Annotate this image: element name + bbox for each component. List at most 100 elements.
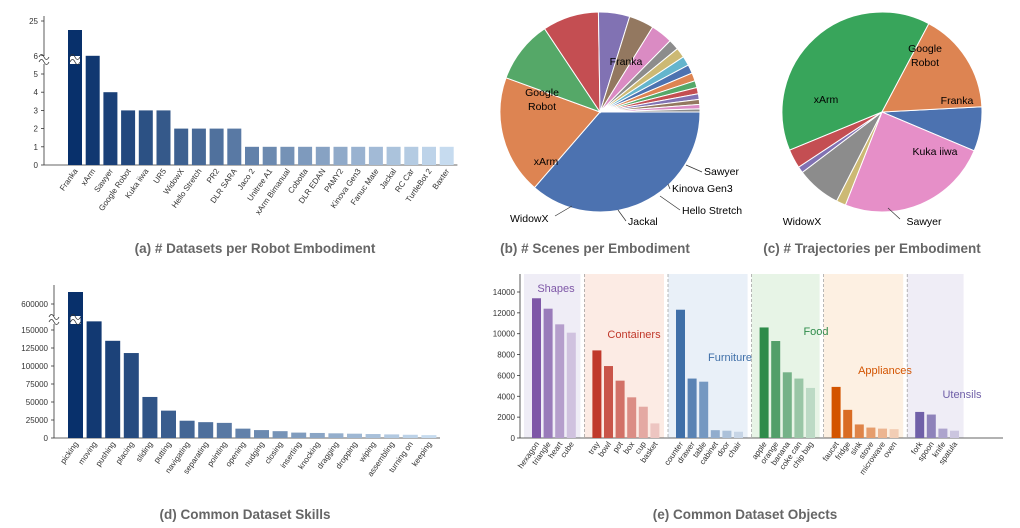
bar-a-xarm-bimanual [280,146,295,165]
group-label-utensils: Utensils [942,389,982,401]
bar-e-coke-can [794,378,804,438]
y-tick-e: 14000 [493,288,516,297]
slice-google-robot [499,77,601,189]
bar-d-moving [86,321,102,438]
bar-d-opening [235,428,251,438]
bar-e-cup [638,406,648,438]
bar-e-stove [866,427,876,438]
bar-e-basket [650,423,660,438]
bar-e-faucet [831,386,841,438]
label-google-robot: Google [908,43,942,55]
label-franka: Franka [610,56,643,68]
slice-google-robot [881,22,983,113]
y-tick-a: 5 [34,70,39,79]
bar-e-chair [734,431,743,438]
chart-scenes-per-embodiment: Franka Google Robot xArm WidowX Jackal Hello S… [499,11,742,228]
bar-d-knocking [309,432,325,438]
y-tick-e: 2000 [497,413,515,422]
bar-a-ur5 [156,110,171,165]
label-hello-stretch: Hello Stretch [682,205,742,217]
bar-d-picking [68,292,83,438]
bar-e-fridge [843,409,853,438]
x-tick-a: UR5 [152,167,169,186]
label-kinova-gen3: Kinova Gen3 [672,183,733,195]
bar-a-pamy2 [333,146,348,165]
bar-d-separating [198,422,214,438]
bar-e-sink [854,424,864,438]
y-tick-a: 0 [34,161,39,170]
y-tick-d: 100000 [21,362,48,371]
slice-franka [533,111,701,213]
x-tick-a: PR2 [205,167,222,185]
y-tick-a: 2 [34,125,39,134]
label-sawyer: Sawyer [906,216,942,228]
bar-d-keeping [421,435,437,438]
x-tick-d: placing [114,440,136,466]
y-tick-d: 0 [44,434,49,443]
y-tick-d: 150000 [21,326,48,335]
bar-d-wiping [365,434,381,438]
group-label-shapes: Shapes [537,283,575,295]
caption-d: (d) Common Dataset Skills [159,507,330,522]
bar-e-spoon [926,414,936,438]
bar-e-box [627,397,637,438]
label-google-robot-2: Robot [528,101,556,113]
slice-xarm [781,11,930,151]
caption-b: (b) # Scenes per Embodiment [500,241,690,256]
bar-a-sawyer [103,92,118,165]
bar-e-orange [771,341,781,438]
y-tick-e: 0 [511,434,516,443]
caption-c: (c) # Trajectories per Embodiment [763,241,981,256]
bar-e-table [699,381,709,438]
chart-common-objects: 02000400060008000100001200014000hexagont… [493,274,1003,476]
y-tick-e: 8000 [497,351,515,360]
bar-a-cobotta [298,146,313,165]
bar-d-dropping [347,433,362,438]
bar-d-dragging [328,433,344,438]
bar-a-dlr-sara [227,128,242,165]
group-label-food: Food [803,326,828,338]
bar-d-pushing [105,340,121,438]
bar-a-kinova-gen3 [351,146,366,165]
group-label-furniture: Furniture [708,352,752,364]
bar-a-pr2 [209,128,224,165]
bar-d-placing [123,353,139,438]
bar-e-cabinet [710,430,720,438]
y-tick-d: 125000 [21,344,48,353]
label-xarm: xArm [814,94,839,106]
bar-e-drawer [687,378,697,438]
label-franka: Franka [941,95,974,107]
label-kuka-iiwa: Kuka iiwa [913,146,958,158]
bar-a-franka [68,30,82,165]
y-tick-e: 12000 [493,309,516,318]
bar-a-baxter [439,146,454,165]
bar-e-spatula [950,430,959,438]
caption-a: (a) # Datasets per Robot Embodiment [135,241,376,256]
bar-d-pointing [216,422,232,438]
bar-a-jackal [386,146,401,165]
bar-a-rc-car [404,146,419,165]
bar-e-triangle [543,308,553,438]
bar-a-turtlebot-2 [422,146,436,165]
y-tick-a: 1 [34,143,39,152]
bar-e-microwave [878,428,887,438]
y-tick-d: 75000 [26,380,49,389]
label-sawyer: Sawyer [704,166,740,178]
bar-a-kuka-iiwa [138,110,153,165]
x-tick-a: Baxter [431,167,452,191]
bar-e-fork [915,411,925,438]
bar-d-turning-on [402,434,418,438]
x-tick-a: Franka [58,167,80,193]
bar-a-jaco-2 [245,146,259,165]
label-google-robot: Google [525,87,559,99]
x-tick-e: chair [726,440,744,460]
x-tick-e: oven [881,440,898,459]
caption-e: (e) Common Dataset Objects [653,507,838,522]
bar-a-xarm [85,55,100,165]
bar-e-tray [592,350,602,438]
label-widowx: WidowX [783,216,822,228]
label-xarm: xArm [534,156,559,168]
y-tick-d: 600000 [21,300,48,309]
